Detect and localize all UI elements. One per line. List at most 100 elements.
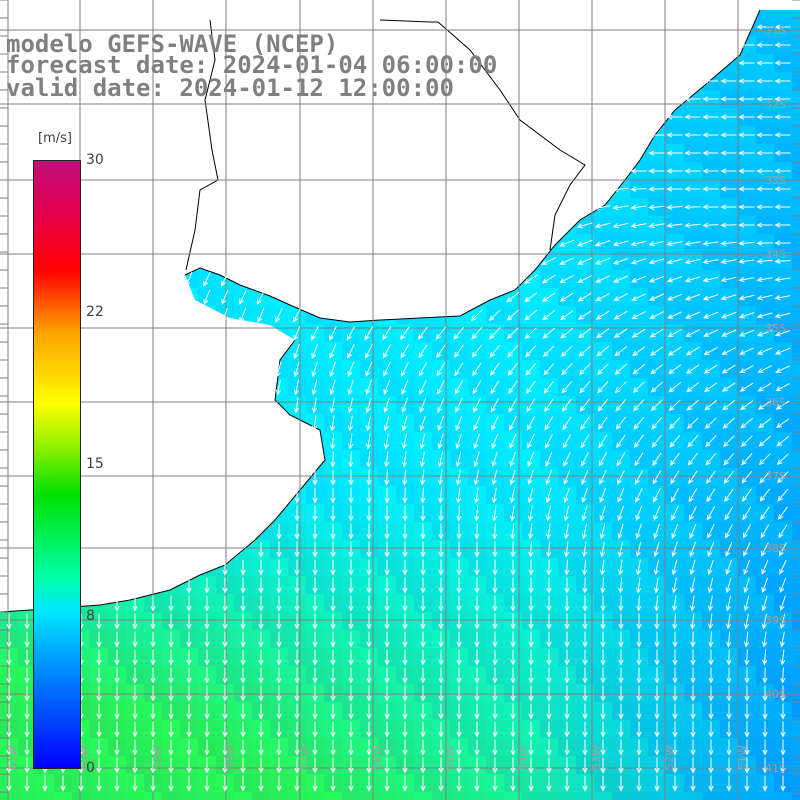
wind-arrow [132,631,138,648]
wind-arrow [667,346,682,356]
wind-arrow [724,506,734,521]
wind-arrow [456,595,462,612]
wind-arrow [564,775,570,792]
wind-arrow [150,703,156,720]
wind-arrow [594,222,611,229]
wind-arrow [726,739,732,756]
wind-arrow [743,541,751,557]
wind-arrow [401,362,409,377]
wind-arrow [96,721,102,738]
wind-arrow [114,613,120,630]
wind-arrow [564,721,570,738]
wind-arrow [702,78,719,84]
wind-arrow [630,168,647,174]
wind-arrow [684,240,701,247]
wind-arrow [402,631,408,648]
wind-arrow [615,398,627,412]
wind-arrow [705,452,717,466]
wind-arrow [114,721,120,738]
wind-arrow [527,487,534,504]
wind-arrow [348,721,354,738]
wind-arrow [506,292,520,303]
colorbar-tick: 30 [86,152,104,168]
colorbar-tick: 8 [86,608,95,624]
wind-arrow [648,132,665,138]
wind-arrow [492,577,498,594]
wind-arrow [330,631,336,648]
wind-arrow [579,398,590,412]
wind-arrow [382,326,392,341]
field-cell [720,792,738,800]
latitude-label: 31S [765,24,786,37]
wind-arrow [582,595,588,612]
wind-arrow [672,649,678,666]
wind-arrow [774,60,791,66]
wind-arrow [653,541,660,558]
wind-arrow [780,739,786,756]
wind-arrow [724,488,734,503]
wind-arrow [474,505,480,522]
wind-arrow [756,240,773,246]
wind-arrow [348,757,354,774]
wind-arrow [222,577,228,594]
wind-arrow [635,487,643,503]
field-cell [792,792,800,800]
wind-arrow [528,667,534,684]
wind-arrow [726,649,732,666]
wind-arrow [600,739,606,756]
wind-arrow [774,276,791,282]
wind-arrow [738,294,755,301]
wind-arrow [564,739,570,756]
wind-arrow [294,649,300,666]
colorbar-tick: 22 [86,304,104,320]
wind-arrow [546,649,552,666]
colorbar-tick: 15 [86,456,104,472]
wind-arrow [366,631,372,648]
wind-arrow [725,541,733,557]
wind-arrow [720,150,737,156]
wind-arrow [667,311,683,319]
wind-arrow [744,685,750,702]
field-cell [468,792,486,800]
wind-arrow [743,559,751,576]
wind-arrow [491,451,498,468]
wind-arrow [384,739,390,756]
wind-arrow [564,667,570,684]
wind-arrow [456,631,462,648]
wind-arrow [633,434,644,449]
wind-arrow [402,469,408,486]
wind-arrow [576,239,593,247]
title-valid-date: valid date: 2024-01-12 12:00:00 [6,74,454,102]
wind-arrow [600,775,606,792]
wind-arrow [635,523,642,540]
wind-arrow [774,168,791,174]
wind-arrow [618,595,624,612]
field-cell [540,792,558,800]
field-cell [792,216,800,234]
wind-arrow [725,613,732,630]
wind-arrow [384,577,390,594]
wind-arrow [653,559,660,576]
wind-arrow [132,775,138,792]
wind-arrow [686,399,699,411]
wind-arrow [780,685,786,702]
longitude-label: 54W [517,745,530,770]
wind-arrow [276,595,282,612]
wind-arrow [612,222,629,229]
wind-arrow [348,559,354,576]
wind-arrow [509,505,516,522]
wind-arrow [186,757,192,774]
wind-arrow [186,595,192,612]
wind-arrow [383,361,391,377]
wind-arrow [758,435,771,447]
wind-arrow [24,613,30,630]
wind-arrow [222,721,228,738]
wind-arrow [560,310,574,321]
wind-arrow [740,400,754,411]
wind-arrow [546,721,552,738]
wind-arrow [330,721,336,738]
title-model: modelo GEFS-WAVE (NCEP) [6,30,339,58]
wind-arrow [726,667,732,684]
wind-arrow [366,523,372,540]
